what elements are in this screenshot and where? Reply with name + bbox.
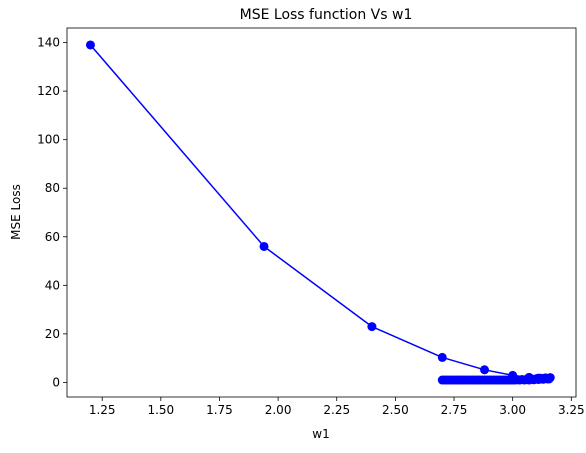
y-tick-label: 100 bbox=[37, 133, 60, 147]
y-tick-label: 40 bbox=[45, 278, 60, 292]
x-tick-label: 1.75 bbox=[206, 403, 233, 417]
x-tick-label: 1.50 bbox=[147, 403, 174, 417]
x-tick-label: 2.75 bbox=[441, 403, 468, 417]
y-axis-label: MSE Loss bbox=[9, 184, 23, 240]
y-tick-label: 0 bbox=[52, 375, 60, 389]
plot-frame bbox=[66, 27, 577, 398]
data-point bbox=[367, 322, 377, 332]
x-axis-label: w1 bbox=[312, 427, 329, 441]
data-point bbox=[85, 40, 95, 50]
x-tick-label: 3.25 bbox=[558, 403, 585, 417]
chart-title: MSE Loss function Vs w1 bbox=[240, 7, 413, 23]
x-tick-label: 2.25 bbox=[323, 403, 350, 417]
y-tick-label: 20 bbox=[45, 327, 60, 341]
data-point bbox=[437, 352, 447, 362]
y-tick-label: 80 bbox=[45, 181, 60, 195]
series-line bbox=[89, 44, 551, 381]
y-tick-label: 60 bbox=[45, 230, 60, 244]
x-tick-label: 3.00 bbox=[499, 403, 526, 417]
y-tick-label: 120 bbox=[37, 84, 60, 98]
data-point bbox=[440, 375, 450, 385]
data-point bbox=[480, 365, 490, 375]
x-axis: 1.25 1.50 1.75 2.00 2.25 2.50 2.75 3.00 3.25 bbox=[89, 397, 585, 417]
x-tick-label: 2.50 bbox=[382, 403, 409, 417]
y-tick-label: 140 bbox=[37, 36, 60, 50]
y-axis: 0 20 40 60 80 100 120 140 bbox=[37, 36, 67, 389]
x-tick-label: 2.00 bbox=[265, 403, 292, 417]
data-point bbox=[259, 241, 269, 251]
x-tick-label: 1.25 bbox=[89, 403, 116, 417]
plot-area bbox=[85, 40, 555, 385]
